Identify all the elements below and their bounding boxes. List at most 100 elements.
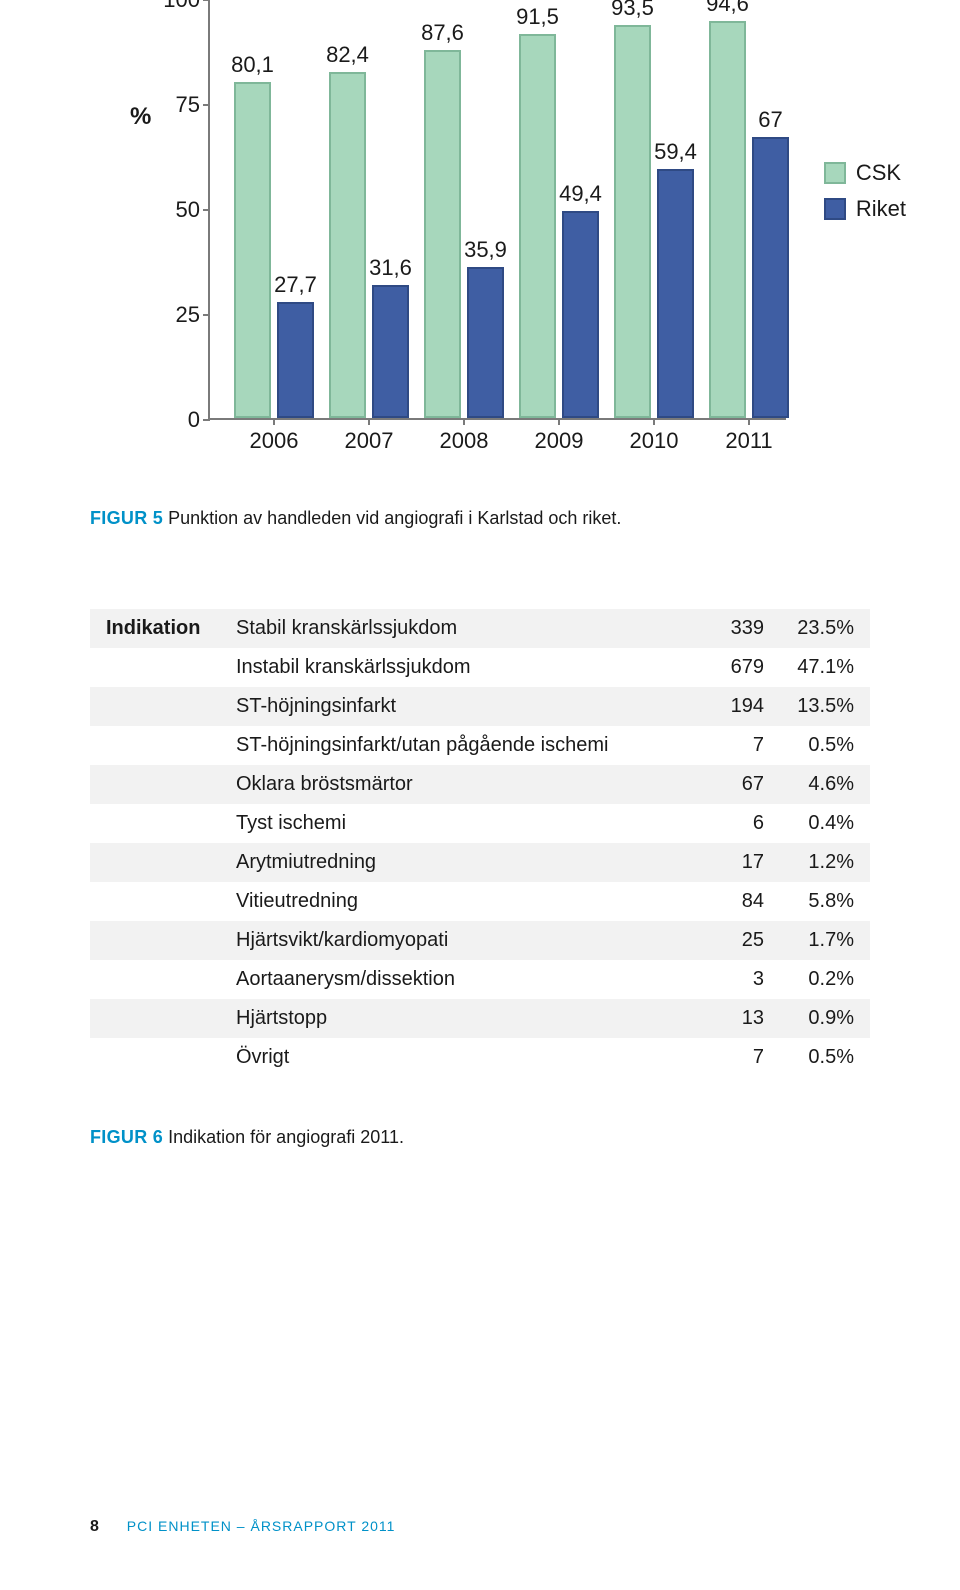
x-tick-mark bbox=[653, 418, 655, 425]
table-indication-label: Hjärtstopp bbox=[220, 999, 700, 1038]
table-header-label bbox=[90, 648, 220, 687]
bar-value-label: 94,6 bbox=[706, 0, 749, 17]
table-percent: 23.5% bbox=[780, 609, 870, 648]
table-row: Tyst ischemi60.4% bbox=[90, 804, 870, 843]
x-tick-mark bbox=[748, 418, 750, 425]
page-footer: 8 PCI ENHETEN – ÅRSRAPPORT 2011 bbox=[90, 1518, 395, 1536]
bar-csk bbox=[424, 50, 461, 418]
figure-5-caption: FIGUR 5 Punktion av handleden vid angiog… bbox=[90, 508, 870, 529]
table-percent: 47.1% bbox=[780, 648, 870, 687]
x-tick-label: 2008 bbox=[434, 428, 494, 454]
x-tick-label: 2007 bbox=[339, 428, 399, 454]
table-row: ST-höjningsinfarkt19413.5% bbox=[90, 687, 870, 726]
table-percent: 0.9% bbox=[780, 999, 870, 1038]
y-tick-label: 25 bbox=[156, 302, 200, 328]
x-tick-mark bbox=[368, 418, 370, 425]
table-indication-label: Tyst ischemi bbox=[220, 804, 700, 843]
table-row: Hjärtstopp130.9% bbox=[90, 999, 870, 1038]
table-percent: 1.7% bbox=[780, 921, 870, 960]
table-indication-label: ST-höjningsinfarkt/utan pågående ischemi bbox=[220, 726, 700, 765]
table-header-label bbox=[90, 882, 220, 921]
bar-value-label: 27,7 bbox=[274, 272, 317, 298]
table-count: 7 bbox=[700, 726, 780, 765]
y-tick-mark bbox=[203, 419, 210, 421]
y-tick-label: 50 bbox=[156, 197, 200, 223]
table-indication-label: ST-höjningsinfarkt bbox=[220, 687, 700, 726]
table-indication-label: Oklara bröstsmärtor bbox=[220, 765, 700, 804]
table-count: 194 bbox=[700, 687, 780, 726]
bar-value-label: 59,4 bbox=[654, 139, 697, 165]
table-percent: 0.5% bbox=[780, 726, 870, 765]
table-percent: 1.2% bbox=[780, 843, 870, 882]
table-header-label bbox=[90, 765, 220, 804]
table-row: Arytmiutredning171.2% bbox=[90, 843, 870, 882]
bar-value-label: 49,4 bbox=[559, 181, 602, 207]
chart-plot-area: 025507510080,127,7200682,431,6200787,635… bbox=[208, 0, 786, 420]
bar-value-label: 87,6 bbox=[421, 20, 464, 46]
bar-csk bbox=[234, 82, 271, 418]
table-row: Vitieutredning845.8% bbox=[90, 882, 870, 921]
bar-value-label: 82,4 bbox=[326, 42, 369, 68]
table-row: Hjärtsvikt/kardiomyopati251.7% bbox=[90, 921, 870, 960]
bar-riket bbox=[562, 211, 599, 418]
table-percent: 5.8% bbox=[780, 882, 870, 921]
bar-csk bbox=[329, 72, 366, 418]
indikation-table: IndikationStabil kranskärlssjukdom33923.… bbox=[90, 609, 870, 1077]
bar-riket bbox=[277, 302, 314, 418]
table-count: 7 bbox=[700, 1038, 780, 1077]
table-indication-label: Hjärtsvikt/kardiomyopati bbox=[220, 921, 700, 960]
table-count: 6 bbox=[700, 804, 780, 843]
figure-6-tag: FIGUR 6 bbox=[90, 1127, 163, 1147]
x-tick-label: 2006 bbox=[244, 428, 304, 454]
legend-item: Riket bbox=[824, 196, 906, 222]
table-percent: 0.4% bbox=[780, 804, 870, 843]
table-header-label bbox=[90, 843, 220, 882]
table-indication-label: Övrigt bbox=[220, 1038, 700, 1077]
bar-riket bbox=[372, 285, 409, 418]
legend-item: CSK bbox=[824, 160, 906, 186]
table-header-label bbox=[90, 999, 220, 1038]
table-row: Aortaanerysm/dissektion30.2% bbox=[90, 960, 870, 999]
legend-label: Riket bbox=[856, 196, 906, 222]
y-tick-label: 100 bbox=[156, 0, 200, 13]
chart-legend: CSK Riket bbox=[824, 160, 906, 232]
y-tick-mark bbox=[203, 0, 210, 1]
table-row: Instabil kranskärlssjukdom67947.1% bbox=[90, 648, 870, 687]
table-indication-label: Vitieutredning bbox=[220, 882, 700, 921]
table-count: 679 bbox=[700, 648, 780, 687]
table-header-label bbox=[90, 921, 220, 960]
bar-value-label: 93,5 bbox=[611, 0, 654, 21]
y-axis-label: % bbox=[130, 103, 151, 131]
y-tick-mark bbox=[203, 314, 210, 316]
legend-swatch bbox=[824, 162, 846, 184]
y-tick-mark bbox=[203, 104, 210, 106]
table-count: 67 bbox=[700, 765, 780, 804]
table-count: 339 bbox=[700, 609, 780, 648]
table-indication-label: Aortaanerysm/dissektion bbox=[220, 960, 700, 999]
table-percent: 4.6% bbox=[780, 765, 870, 804]
figure-6-text: Indikation för angiografi 2011. bbox=[168, 1127, 404, 1147]
bar-value-label: 67 bbox=[758, 107, 782, 133]
table-percent: 0.5% bbox=[780, 1038, 870, 1077]
x-tick-mark bbox=[558, 418, 560, 425]
publication-name: PCI ENHETEN – ÅRSRAPPORT 2011 bbox=[127, 1518, 396, 1534]
x-tick-mark bbox=[273, 418, 275, 425]
figure-6-caption: FIGUR 6 Indikation för angiografi 2011. bbox=[90, 1127, 870, 1148]
bar-csk bbox=[519, 34, 556, 418]
table-indication-label: Arytmiutredning bbox=[220, 843, 700, 882]
bar-riket bbox=[657, 169, 694, 418]
table-header-label bbox=[90, 726, 220, 765]
bar-csk bbox=[709, 21, 746, 418]
bar-csk bbox=[614, 25, 651, 418]
bar-value-label: 35,9 bbox=[464, 237, 507, 263]
x-tick-label: 2011 bbox=[719, 428, 779, 454]
table-header-label bbox=[90, 960, 220, 999]
y-tick-mark bbox=[203, 209, 210, 211]
y-tick-label: 0 bbox=[156, 407, 200, 433]
bar-riket bbox=[467, 267, 504, 418]
table-header-label bbox=[90, 1038, 220, 1077]
table-header-label: Indikation bbox=[90, 609, 220, 648]
table-header-label bbox=[90, 687, 220, 726]
bar-value-label: 31,6 bbox=[369, 255, 412, 281]
bar-value-label: 80,1 bbox=[231, 52, 274, 78]
